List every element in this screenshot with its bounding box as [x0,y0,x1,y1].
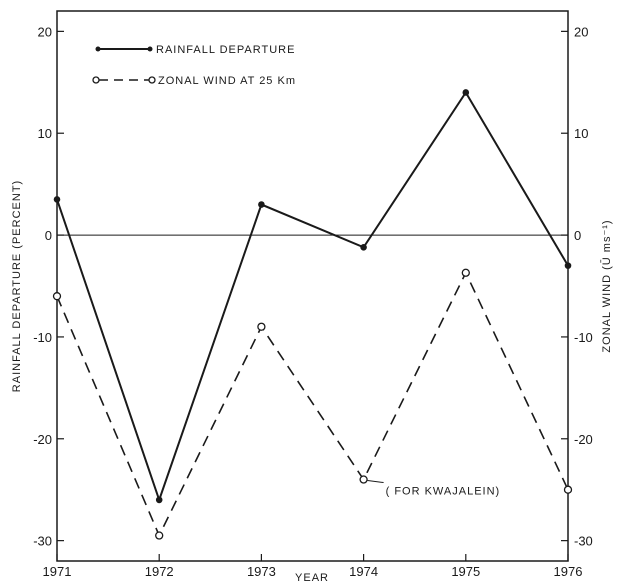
plot-frame [56,10,569,562]
series-point-rainfall [53,196,61,203]
series-point-zonal-wind [155,531,164,540]
series-point-zonal-wind [359,475,368,484]
y-tick-label-left: -10 [33,330,52,345]
y-tick-label-right: 0 [574,228,581,243]
y-tick-label-right: -20 [574,432,593,447]
series-point-zonal-wind [257,322,266,331]
y-axis-title-right: ZONAL WIND (Ū ms⁻¹) [601,219,613,352]
y-tick-label-right: -30 [574,534,593,549]
series-point-zonal-wind [52,292,62,301]
x-axis-title: YEAR [295,572,329,584]
y-tick-label-left: -30 [33,534,52,549]
series-point-zonal-wind [461,268,470,277]
series-point-rainfall [155,496,163,504]
x-tick-label: 1974 [349,564,378,579]
legend-rainfall-label: RAINFALL DEPARTURE [156,44,295,56]
series-point-rainfall [258,201,265,208]
x-tick-label: 1975 [451,564,480,579]
y-tick-label-left: 20 [38,24,52,39]
x-tick-label: 1972 [145,564,174,579]
series-layer [52,89,573,540]
legend-rainfall-marker-left [95,46,101,52]
y-tick-label-left: -20 [33,432,52,447]
x-tick-label: 1971 [43,564,72,579]
legend-wind-label: ZONAL WIND AT 25 Km [158,75,296,87]
y-axis-title-left: RAINFALL DEPARTURE (PERCENT) [11,180,23,392]
y-tick-label-right: -10 [574,330,593,345]
x-tick-label: 1976 [554,564,583,579]
series-point-rainfall [360,243,367,251]
y-tick-label-left: 0 [45,228,52,243]
annotation-arrow [367,480,384,484]
series-line-zonal-wind [56,270,569,538]
annotation-kwajalein: ( FOR KWAJALEIN) [386,486,501,498]
y-tick-label-right: 20 [574,24,588,39]
y-tick-left-group: 20 10 0 -10 -20 -30 [33,24,64,549]
x-tick-group: 1971 1972 1973 1974 1975 1976 [43,554,583,579]
y-tick-right-group: 20 10 0 -10 -20 -30 [561,24,593,549]
legend-wind-marker-right [148,76,156,84]
x-tick-label: 1973 [247,564,276,579]
y-tick-label-left: 10 [38,126,52,141]
legend-wind-marker-left [92,76,100,84]
legend-rainfall-marker-right [147,46,153,52]
series-point-zonal-wind [563,485,573,494]
legend: RAINFALL DEPARTURE ZONAL WIND AT 25 Km [92,44,296,87]
series-point-rainfall [564,262,572,269]
series-point-rainfall [462,89,470,96]
series-line-rainfall [56,90,569,503]
y-tick-label-right: 10 [574,126,588,141]
